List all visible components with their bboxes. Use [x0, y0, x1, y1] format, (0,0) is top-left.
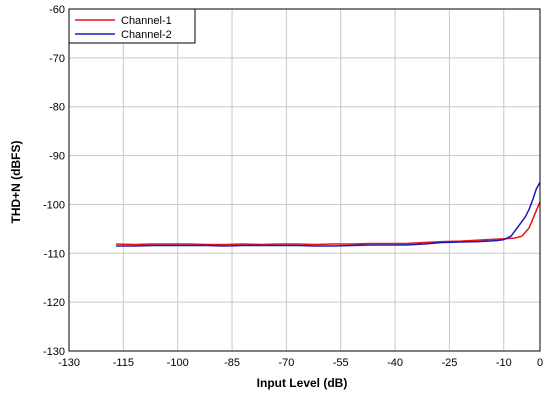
x-tick-label: -115: [113, 357, 134, 369]
plot-area-frame: [68, 8, 541, 352]
legend-label-2: Channel-2: [121, 29, 172, 41]
x-tick-labels: -130 -115 -100 -85 -70 -55 -40 -25 -10 0: [58, 357, 543, 369]
y-tick-label: -120: [43, 297, 65, 309]
x-tick-label: 0: [537, 357, 543, 369]
series-line-1: [116, 201, 541, 246]
x-tick-label: -10: [496, 357, 512, 369]
y-axis-title: THD+N (dBFS): [9, 141, 23, 224]
x-tick-label: -100: [167, 357, 189, 369]
y-tick-labels: -60 -70 -80 -90 -100 -110 -120 -130: [43, 4, 65, 358]
x-tick-label: -55: [333, 357, 349, 369]
legend-label-1: Channel-1: [121, 15, 172, 27]
y-tick-label: -60: [49, 4, 65, 16]
y-tick-label: -130: [43, 346, 65, 358]
y-tick-label: -100: [43, 199, 65, 211]
series-line-2: [116, 182, 541, 247]
y-tick-label: -80: [49, 102, 65, 114]
legend: Channel-1 Channel-2: [68, 8, 196, 44]
series-layer: [116, 182, 541, 247]
x-tick-label: -25: [441, 357, 457, 369]
x-tick-label: -130: [58, 357, 80, 369]
x-axis-title: Input Level (dB): [257, 376, 348, 390]
x-tick-label: -85: [224, 357, 240, 369]
x-tick-label: -70: [278, 357, 294, 369]
y-tick-label: -90: [49, 151, 65, 163]
plot-area-background: [69, 9, 540, 351]
x-tick-label: -40: [387, 357, 403, 369]
y-tick-label: -110: [44, 248, 65, 260]
legend-box: [68, 8, 196, 44]
y-tick-label: -70: [49, 53, 65, 65]
